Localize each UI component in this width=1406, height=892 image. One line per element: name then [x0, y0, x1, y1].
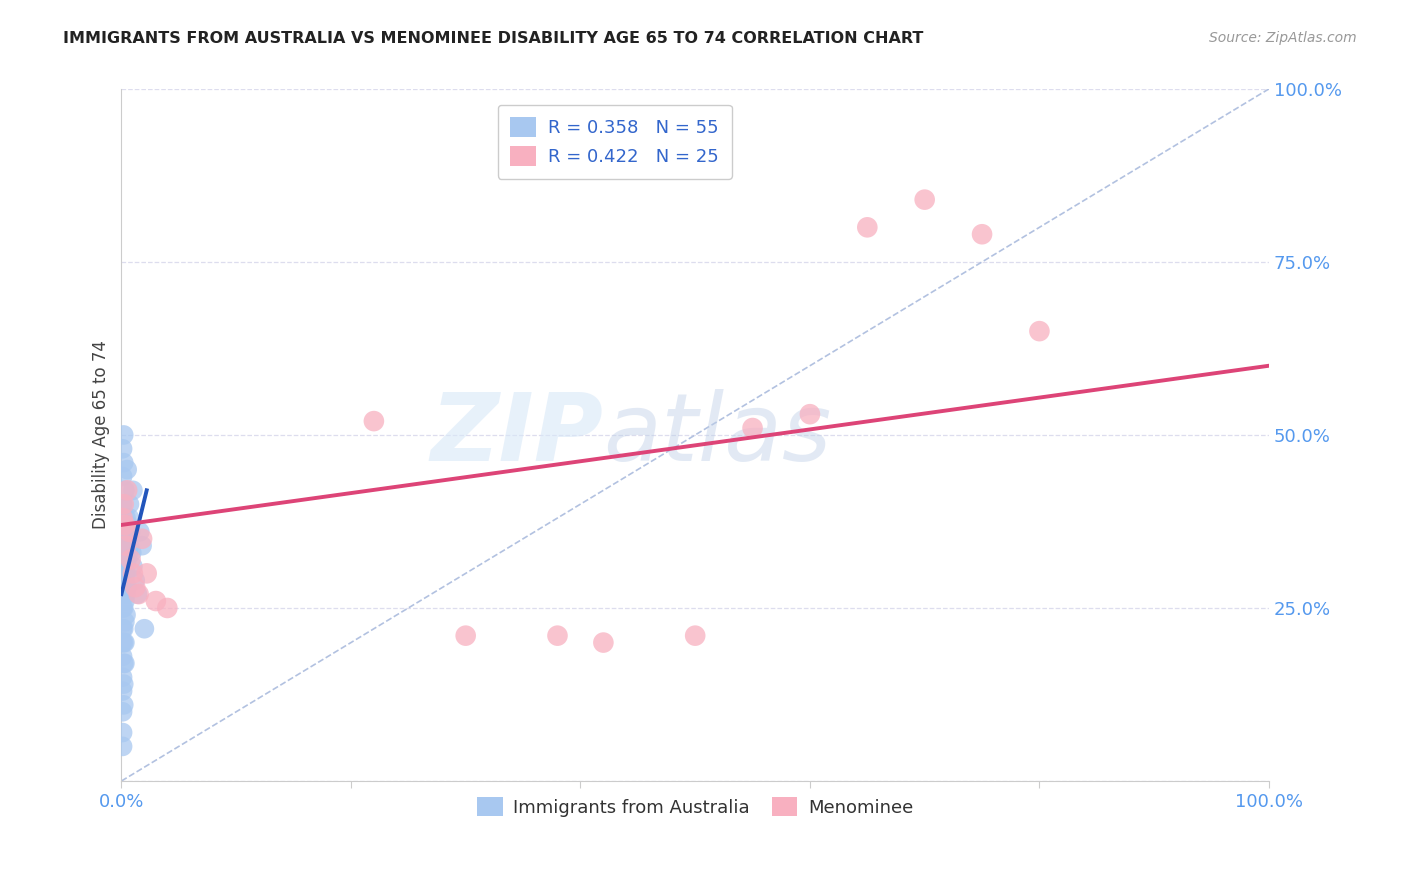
Point: [111, 622, 134, 636]
Point: [122, 483, 145, 498]
Point: [118, 539, 141, 553]
Point: [118, 524, 141, 539]
Point: [115, 483, 138, 498]
Point: [115, 607, 138, 622]
Text: Source: ZipAtlas.com: Source: ZipAtlas.com: [1209, 31, 1357, 45]
Legend: Immigrants from Australia, Menominee: Immigrants from Australia, Menominee: [470, 790, 921, 824]
Point: [112, 566, 135, 581]
Point: [128, 524, 150, 539]
Point: [112, 580, 135, 594]
Point: [112, 657, 135, 671]
Point: [124, 574, 146, 588]
Point: [114, 657, 136, 671]
Point: [112, 635, 135, 649]
Point: [547, 629, 569, 643]
Point: [970, 227, 993, 242]
Point: [454, 629, 477, 643]
Point: [112, 497, 135, 511]
Point: [111, 684, 134, 698]
Point: [127, 587, 149, 601]
Point: [122, 566, 145, 581]
Point: [111, 587, 134, 601]
Point: [114, 635, 136, 649]
Point: [115, 566, 138, 581]
Point: [156, 601, 179, 615]
Point: [115, 580, 138, 594]
Point: [111, 511, 134, 525]
Point: [115, 552, 138, 566]
Point: [111, 497, 134, 511]
Point: [112, 622, 135, 636]
Point: [115, 539, 138, 553]
Point: [683, 629, 706, 643]
Point: [145, 594, 167, 608]
Point: [118, 497, 141, 511]
Text: IMMIGRANTS FROM AUSTRALIA VS MENOMINEE DISABILITY AGE 65 TO 74 CORRELATION CHART: IMMIGRANTS FROM AUSTRALIA VS MENOMINEE D…: [63, 31, 924, 46]
Point: [112, 456, 135, 470]
Point: [111, 566, 134, 581]
Point: [117, 546, 139, 560]
Point: [111, 649, 134, 664]
Point: [120, 524, 142, 539]
Point: [122, 559, 145, 574]
Point: [111, 601, 134, 615]
Point: [111, 670, 134, 684]
Point: [111, 725, 134, 739]
Point: [131, 539, 153, 553]
Point: [115, 587, 138, 601]
Point: [115, 539, 138, 553]
Point: [111, 469, 134, 483]
Point: [118, 511, 141, 525]
Point: [112, 428, 135, 442]
Point: [128, 587, 150, 601]
Y-axis label: Disability Age 65 to 74: Disability Age 65 to 74: [93, 341, 110, 529]
Text: atlas: atlas: [603, 390, 831, 481]
Point: [115, 532, 138, 546]
Point: [115, 462, 138, 476]
Point: [111, 705, 134, 719]
Point: [114, 615, 136, 629]
Point: [799, 407, 821, 421]
Point: [914, 193, 936, 207]
Point: [741, 421, 763, 435]
Point: [856, 220, 879, 235]
Point: [114, 552, 136, 566]
Point: [115, 511, 138, 525]
Point: [114, 574, 136, 588]
Point: [114, 517, 136, 532]
Point: [134, 622, 156, 636]
Point: [111, 739, 134, 754]
Point: [112, 677, 135, 691]
Point: [131, 532, 153, 546]
Point: [111, 442, 134, 456]
Text: ZIP: ZIP: [430, 389, 603, 481]
Point: [135, 566, 157, 581]
Point: [111, 635, 134, 649]
Point: [120, 552, 142, 566]
Point: [112, 601, 135, 615]
Point: [114, 594, 136, 608]
Point: [117, 517, 139, 532]
Point: [121, 546, 143, 560]
Point: [124, 580, 146, 594]
Point: [112, 698, 135, 712]
Point: [592, 635, 614, 649]
Point: [363, 414, 385, 428]
Point: [111, 524, 134, 539]
Point: [114, 483, 136, 498]
Point: [1028, 324, 1050, 338]
